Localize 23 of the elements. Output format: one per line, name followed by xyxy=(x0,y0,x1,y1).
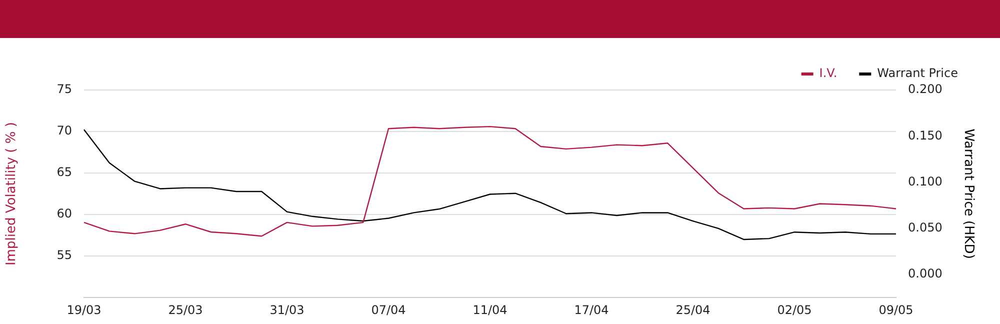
y2-tick-label: 0.000 xyxy=(908,266,942,281)
x-tick-label: 25/03 xyxy=(168,302,203,317)
y-tick-label: 60 xyxy=(56,206,72,221)
y-axis-title: Implied Volatility ( % ) xyxy=(4,122,20,266)
x-tick-label: 02/05 xyxy=(777,302,812,317)
y2-tick-label: 0.100 xyxy=(908,174,942,188)
x-tick-label: 09/05 xyxy=(878,302,914,317)
y2-tick-label: 0.200 xyxy=(908,82,942,96)
x-tick-label: 17/04 xyxy=(574,302,609,317)
y2-tick-label: 0.050 xyxy=(908,220,942,235)
y2-axis-title: Warrant Price (HKD) xyxy=(960,128,976,259)
y-tick-label: 75 xyxy=(56,82,72,96)
x-tick-label: 31/03 xyxy=(270,302,304,317)
x-tick-label: 07/04 xyxy=(371,302,406,317)
x-tick-label: 11/04 xyxy=(472,302,508,317)
legend-label: I.V. xyxy=(819,66,838,80)
x-tick-label: 19/03 xyxy=(66,302,102,317)
y-tick-label: 55 xyxy=(56,248,72,262)
legend-label: Warrant Price xyxy=(877,66,958,80)
y2-tick-label: 0.150 xyxy=(908,128,942,142)
y-tick-label: 70 xyxy=(56,124,72,138)
y-tick-label: 65 xyxy=(56,165,72,180)
x-tick-label: 25/04 xyxy=(676,302,710,317)
